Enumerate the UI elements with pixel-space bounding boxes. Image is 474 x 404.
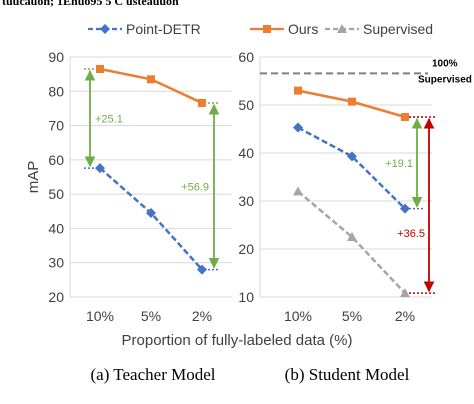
y-tick-label: 50 xyxy=(48,186,64,202)
legend-marker-square xyxy=(263,25,271,33)
series-ours xyxy=(96,65,206,107)
y-tick-label: 30 xyxy=(238,193,254,209)
data-point xyxy=(294,86,302,95)
y-axis-label: mAP xyxy=(25,161,42,194)
reference-label: Supervised xyxy=(418,74,472,85)
data-point xyxy=(347,232,357,241)
panel-caption: (b) Student Model xyxy=(285,365,410,384)
x-tick-label: 5% xyxy=(342,308,362,324)
annotations: +19.1 +36.5 xyxy=(385,116,435,294)
y-tick-label: 30 xyxy=(48,255,64,271)
top-caption-fragment: tuucauon; 1Enuo95 5 C usteauuon xyxy=(2,0,179,8)
y-tick-label: 40 xyxy=(238,145,254,161)
y-tick-label: 20 xyxy=(48,289,64,305)
legend: Point-DETR Ours Supervised xyxy=(88,21,433,37)
data-point xyxy=(198,98,206,107)
reference-label: 100% xyxy=(432,58,458,69)
legend-label: Supervised xyxy=(363,21,433,37)
data-point xyxy=(400,288,410,298)
y-tick-label: 90 xyxy=(48,49,64,65)
legend-marker-triangle xyxy=(337,24,347,33)
series-point-detr xyxy=(95,163,207,275)
x-tick-label: 5% xyxy=(141,308,161,324)
y-tick-label: 10 xyxy=(238,289,254,305)
annotation-label: +36.5 xyxy=(397,228,425,240)
y-tick-label: 80 xyxy=(48,83,64,99)
panel-student: 10 20 30 40 50 60 10% 5% 2% 100% Supervised +19.1 +3… xyxy=(238,49,472,384)
x-axis-label: Proportion of fully-labeled data (%) xyxy=(122,332,353,349)
annotation-label: +25.1 xyxy=(95,114,123,126)
series-line xyxy=(297,126,406,210)
data-point xyxy=(147,75,155,84)
x-tick-label: 2% xyxy=(395,308,415,324)
data-point xyxy=(348,97,356,106)
x-tick-label: 10% xyxy=(284,308,312,324)
data-point xyxy=(400,203,410,214)
y-tick-label: 50 xyxy=(238,97,254,113)
panel-caption: (a) Teacher Model xyxy=(91,365,216,384)
annotation-label: +19.1 xyxy=(385,158,413,170)
data-point xyxy=(293,122,303,133)
x-tick-label: 2% xyxy=(192,308,212,324)
legend-label: Ours xyxy=(288,21,318,37)
series-point-detr xyxy=(293,122,410,214)
data-point xyxy=(401,113,409,121)
x-tick-label: 10% xyxy=(86,308,114,324)
y-tick-label: 20 xyxy=(238,241,254,257)
legend-label: Point-DETR xyxy=(126,21,201,37)
series-line xyxy=(99,67,203,105)
data-point xyxy=(197,264,207,275)
data-point xyxy=(146,208,156,218)
data-point xyxy=(347,151,357,162)
y-tick-label: 60 xyxy=(238,49,254,65)
series-supervised xyxy=(293,186,410,298)
y-tick-label: 70 xyxy=(48,118,64,134)
data-point xyxy=(95,163,105,174)
annotation-label: +56.9 xyxy=(181,181,209,193)
panel-teacher: 20 30 40 50 60 70 80 90 10% 5% 2% mAP +25.1 +56.9 (a) … xyxy=(25,49,232,384)
data-point xyxy=(293,186,303,196)
legend-marker-diamond xyxy=(100,24,110,34)
series-ours xyxy=(294,86,409,121)
data-point xyxy=(96,65,104,73)
series-line xyxy=(297,190,406,295)
y-tick-label: 60 xyxy=(48,152,64,168)
y-tick-label: 40 xyxy=(48,220,64,236)
